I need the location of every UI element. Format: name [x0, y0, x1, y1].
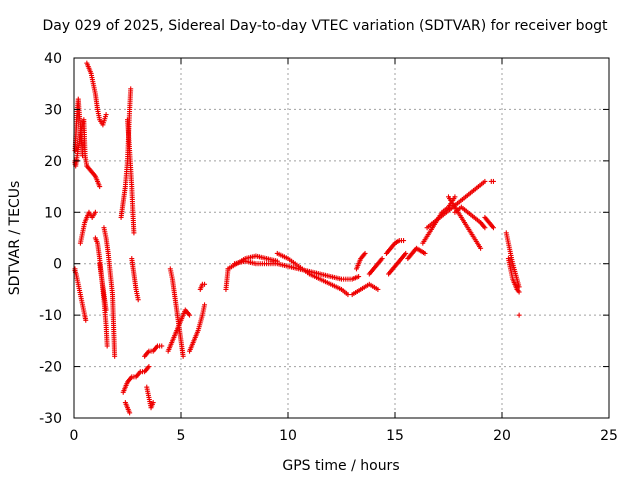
data-point: [345, 292, 351, 298]
data-point: [80, 153, 86, 159]
data-point: [482, 225, 488, 231]
data-point: [362, 250, 368, 256]
x-tick-label: 5: [177, 428, 186, 444]
y-tick-label: -10: [39, 308, 62, 324]
data-point: [97, 184, 103, 190]
x-tick-label: 0: [70, 428, 79, 444]
x-axis-label: GPS time / hours: [282, 458, 399, 474]
y-tick-label: 10: [44, 205, 62, 221]
y-axis-label: SDTVAR / TECUs: [7, 181, 23, 296]
data-point: [516, 284, 522, 290]
y-tick-label: 30: [44, 102, 62, 118]
data-point: [180, 353, 186, 359]
data-point: [482, 178, 488, 184]
data-point: [490, 178, 496, 184]
plot-frame: [73, 57, 610, 419]
data-point: [375, 286, 381, 292]
data-point: [150, 400, 156, 406]
data-point: [202, 281, 208, 287]
y-tick-label: 40: [44, 51, 62, 67]
chart-title: Day 029 of 2025, Sidereal Day-to-day VTE…: [42, 18, 608, 34]
axis-ticks: 0 5 10 15 20 25 -30 -20 -10 0 10 20 30 40: [39, 51, 618, 444]
x-tick-label: 10: [279, 428, 297, 444]
x-tick-label: 20: [493, 428, 511, 444]
data-point: [83, 317, 89, 323]
data-point: [128, 86, 134, 92]
data-point: [516, 289, 522, 295]
data-points: [72, 60, 522, 416]
y-tick-label: 20: [44, 154, 62, 170]
data-point: [127, 410, 133, 416]
data-point: [452, 194, 458, 200]
data-point: [478, 245, 484, 251]
data-point: [135, 297, 141, 303]
data-point: [103, 307, 109, 313]
x-tick-label: 15: [386, 428, 404, 444]
data-point: [146, 364, 152, 370]
data-point: [356, 274, 362, 280]
x-tick-label: 25: [600, 428, 618, 444]
data-point: [92, 209, 98, 215]
data-point: [104, 343, 110, 349]
data-point: [187, 312, 193, 318]
data-point: [516, 312, 522, 318]
data-point: [159, 343, 165, 349]
data-point: [422, 250, 428, 256]
data-point: [403, 250, 409, 256]
y-tick-label: -20: [39, 360, 62, 376]
y-tick-label: 0: [53, 257, 62, 273]
data-point: [490, 225, 496, 231]
data-point: [112, 353, 118, 359]
data-point: [202, 302, 208, 308]
data-point: [401, 238, 407, 244]
data-point: [103, 112, 109, 118]
gridlines: [74, 58, 609, 418]
data-point: [379, 256, 385, 262]
y-tick-label: -30: [39, 411, 62, 427]
data-point: [131, 230, 137, 236]
